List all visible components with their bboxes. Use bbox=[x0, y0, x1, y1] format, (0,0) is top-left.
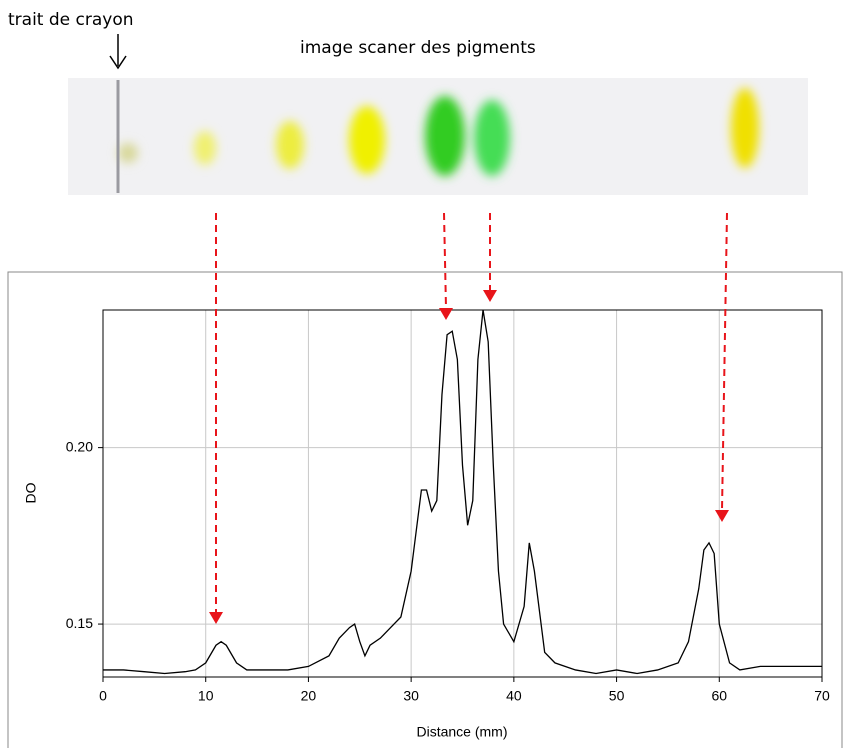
data-line bbox=[103, 309, 822, 675]
x-tick-label: 40 bbox=[506, 688, 522, 704]
annotation: image scaner des pigments bbox=[300, 38, 536, 58]
x-axis-label: Distance (mm) bbox=[416, 724, 507, 740]
pigment-image bbox=[68, 78, 808, 195]
x-tick-label: 30 bbox=[403, 688, 419, 704]
x-tick-label: 20 bbox=[301, 688, 317, 704]
pointer-arrows bbox=[215, 212, 728, 612]
plot-border bbox=[102, 309, 823, 678]
x-tick-label: 50 bbox=[609, 688, 625, 704]
y-tick-label: 0.20 bbox=[66, 438, 93, 454]
y-axis-label: DO bbox=[23, 482, 39, 503]
x-tick-label: 70 bbox=[814, 688, 830, 704]
annotation: trait de crayon bbox=[8, 10, 134, 30]
x-tick-label: 0 bbox=[99, 688, 107, 704]
chart-frame bbox=[7, 271, 843, 748]
x-tick-label: 10 bbox=[198, 688, 214, 704]
arrow-head bbox=[109, 55, 127, 70]
plot bbox=[102, 309, 823, 677]
pointer-heads bbox=[209, 290, 729, 624]
x-tick-label: 60 bbox=[711, 688, 727, 704]
y-tick-label: 0.15 bbox=[66, 615, 93, 631]
